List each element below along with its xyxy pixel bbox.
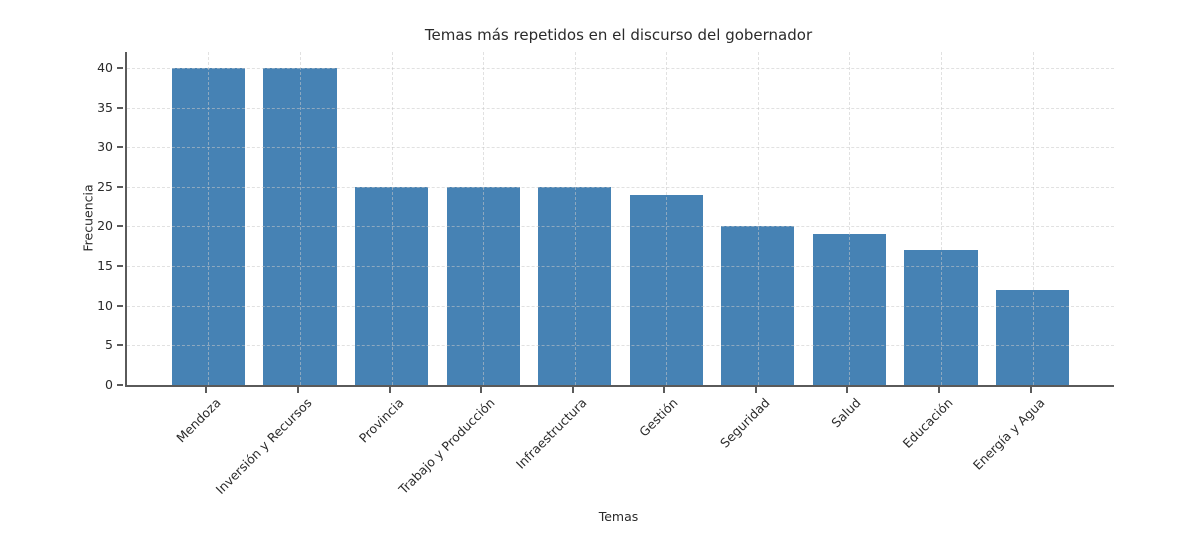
y-tick-label: 30 bbox=[97, 139, 113, 155]
x-axis-label: Temas bbox=[598, 509, 639, 524]
y-tick-mark bbox=[117, 106, 123, 109]
x-tick-mark bbox=[205, 387, 208, 393]
x-tick-mark bbox=[754, 387, 757, 393]
y-tick-mark bbox=[117, 344, 123, 347]
y-tick-mark bbox=[117, 225, 123, 228]
gridline-vertical bbox=[483, 52, 485, 385]
y-tick-label: 5 bbox=[105, 337, 113, 353]
chart-title: Temas más repetidos en el discurso del g… bbox=[424, 26, 813, 44]
bar-3 bbox=[354, 186, 429, 385]
gridline-vertical bbox=[666, 52, 668, 385]
gridline-horizontal bbox=[127, 147, 1114, 149]
y-tick-label: 35 bbox=[97, 99, 113, 115]
x-tick-mark bbox=[480, 387, 483, 393]
gridline-vertical bbox=[391, 52, 393, 385]
y-tick-label: 10 bbox=[97, 297, 113, 313]
gridline-vertical bbox=[849, 52, 851, 385]
x-tick-mark bbox=[571, 387, 574, 393]
bar-5 bbox=[538, 186, 612, 385]
gridline-vertical bbox=[757, 52, 759, 385]
gridline-horizontal bbox=[127, 305, 1114, 307]
x-tick-mark bbox=[388, 387, 391, 393]
y-tick-mark bbox=[117, 384, 123, 386]
gridline-vertical bbox=[208, 52, 210, 385]
gridline-horizontal bbox=[127, 345, 1114, 347]
plot-area bbox=[125, 52, 1114, 387]
y-tick-label: 20 bbox=[97, 218, 113, 234]
gridline-horizontal bbox=[127, 67, 1114, 69]
gridline-vertical bbox=[1032, 52, 1034, 385]
x-tick-mark bbox=[937, 387, 940, 393]
y-tick-mark bbox=[117, 185, 123, 188]
gridline-horizontal bbox=[127, 107, 1114, 109]
bar-9 bbox=[904, 250, 978, 385]
bar-4 bbox=[446, 186, 520, 385]
gridline-vertical bbox=[300, 52, 302, 385]
x-tick-mark bbox=[297, 387, 300, 393]
gridline-horizontal bbox=[127, 266, 1114, 268]
gridline-vertical bbox=[574, 52, 576, 385]
gridline-horizontal bbox=[127, 226, 1114, 228]
y-tick-mark bbox=[117, 66, 123, 69]
y-tick-label: 25 bbox=[97, 178, 113, 194]
x-tick-mark bbox=[846, 387, 849, 393]
y-tick-mark bbox=[117, 304, 123, 307]
x-tick-mark bbox=[663, 387, 666, 393]
gridline-horizontal bbox=[127, 186, 1114, 188]
y-tick-label: 0 bbox=[105, 377, 113, 392]
y-tick-mark bbox=[117, 265, 123, 268]
y-tick-label: 40 bbox=[97, 59, 113, 75]
y-tick-mark bbox=[117, 146, 123, 149]
y-tick-label: 15 bbox=[97, 258, 113, 274]
gridline-vertical bbox=[940, 52, 942, 385]
bar-8 bbox=[812, 234, 886, 385]
x-tick-mark bbox=[1029, 387, 1032, 393]
